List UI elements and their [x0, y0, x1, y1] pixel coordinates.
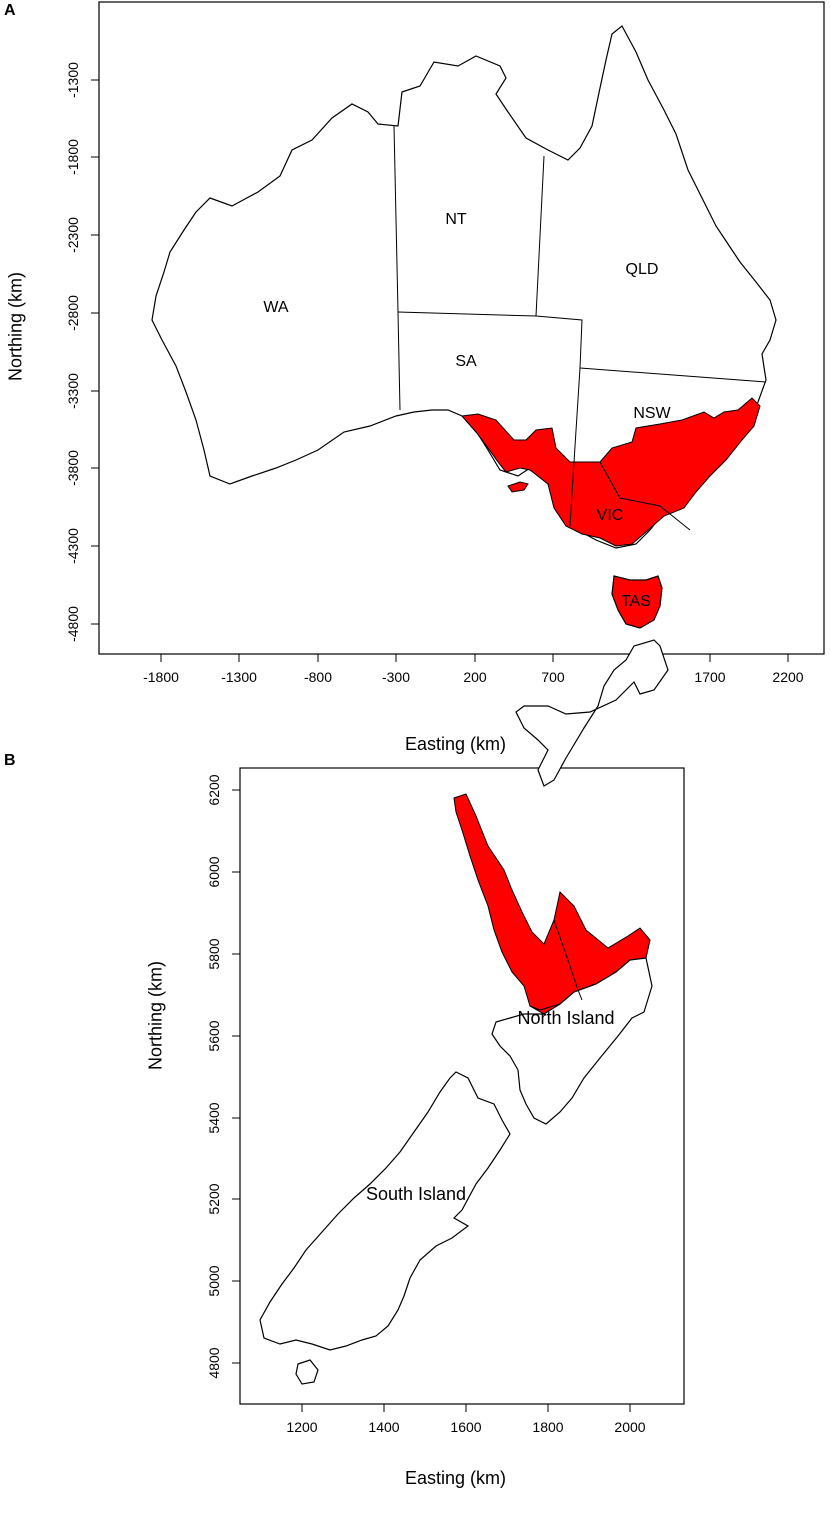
panel-a-ytick: -4300 [65, 528, 81, 564]
tasmania [611, 575, 663, 629]
panel-a-xtick: 200 [463, 669, 487, 685]
state-borders [393, 125, 767, 531]
panel-b-ytick: 5600 [206, 1020, 222, 1051]
panel-b-ytick: 4800 [206, 1347, 222, 1378]
label-vic: VIC [597, 507, 624, 524]
panel-b-xtick: 2000 [614, 1419, 645, 1435]
label-south-island: South Island [366, 1184, 466, 1204]
panel-a-x-axis [160, 653, 789, 662]
highlight-region-southeast [461, 397, 761, 547]
label-nt: NT [445, 211, 467, 228]
panel-b-ytick: 5800 [206, 938, 222, 969]
label-qld: QLD [626, 261, 659, 278]
panel-a-letter: A [4, 2, 16, 19]
stewart-island [295, 1359, 319, 1385]
panel-b-ytick: 5400 [206, 1102, 222, 1133]
panel-b-ytick: 5200 [206, 1183, 222, 1214]
label-north-island: North Island [517, 1008, 614, 1028]
panel-b-xtick: 1200 [286, 1419, 317, 1435]
highlight-island-west [507, 481, 529, 493]
panel-b-x-axis [301, 1403, 631, 1412]
australia-mainland [151, 25, 777, 549]
panel-a-xtick: 1700 [694, 669, 725, 685]
label-nsw: NSW [633, 405, 671, 422]
panel-b: North Island South Island 1200 1400 1600… [206, 639, 685, 1435]
label-sa: SA [455, 353, 477, 370]
south-island [259, 1071, 511, 1351]
panel-a-xtick: 2200 [772, 669, 803, 685]
label-tas: TAS [621, 593, 651, 610]
label-wa: WA [263, 299, 289, 316]
panel-a-ytick: -1300 [65, 62, 81, 98]
panel-b-ytick: 5000 [206, 1265, 222, 1296]
panel-b-ytick: 6200 [206, 774, 222, 805]
panel-a: WA NT SA QLD NSW VIC TAS -1800 -1300 -80… [65, 1, 825, 685]
panel-b-ytick: 6000 [206, 856, 222, 887]
panel-a-x-axis-title: Easting (km) [405, 734, 507, 754]
north-island [515, 639, 669, 787]
panel-a-ytick: -2800 [65, 295, 81, 331]
panel-a-ytick: -3300 [65, 373, 81, 409]
panel-b-y-axis [232, 789, 241, 1364]
panel-a-y-axis [91, 79, 100, 625]
panel-a-xtick: -1800 [143, 669, 179, 685]
panel-a-xtick: -300 [382, 669, 410, 685]
panel-b-xtick: 1600 [450, 1419, 481, 1435]
panel-a-ytick: -4800 [65, 606, 81, 642]
panel-b-xtick: 1800 [532, 1419, 563, 1435]
panel-b-xtick: 1400 [368, 1419, 399, 1435]
north-island-south [491, 957, 653, 1125]
panel-a-xtick: 700 [541, 669, 565, 685]
panel-a-ytick: -1800 [65, 139, 81, 175]
panel-a-xtick: -1300 [221, 669, 257, 685]
panel-a-ytick: -3800 [65, 450, 81, 486]
panel-b-letter: B [4, 752, 16, 769]
panel-a-ytick: -2300 [65, 217, 81, 253]
panel-b-x-axis-title: Easting (km) [405, 1468, 507, 1488]
panel-a-xtick: -800 [304, 669, 332, 685]
